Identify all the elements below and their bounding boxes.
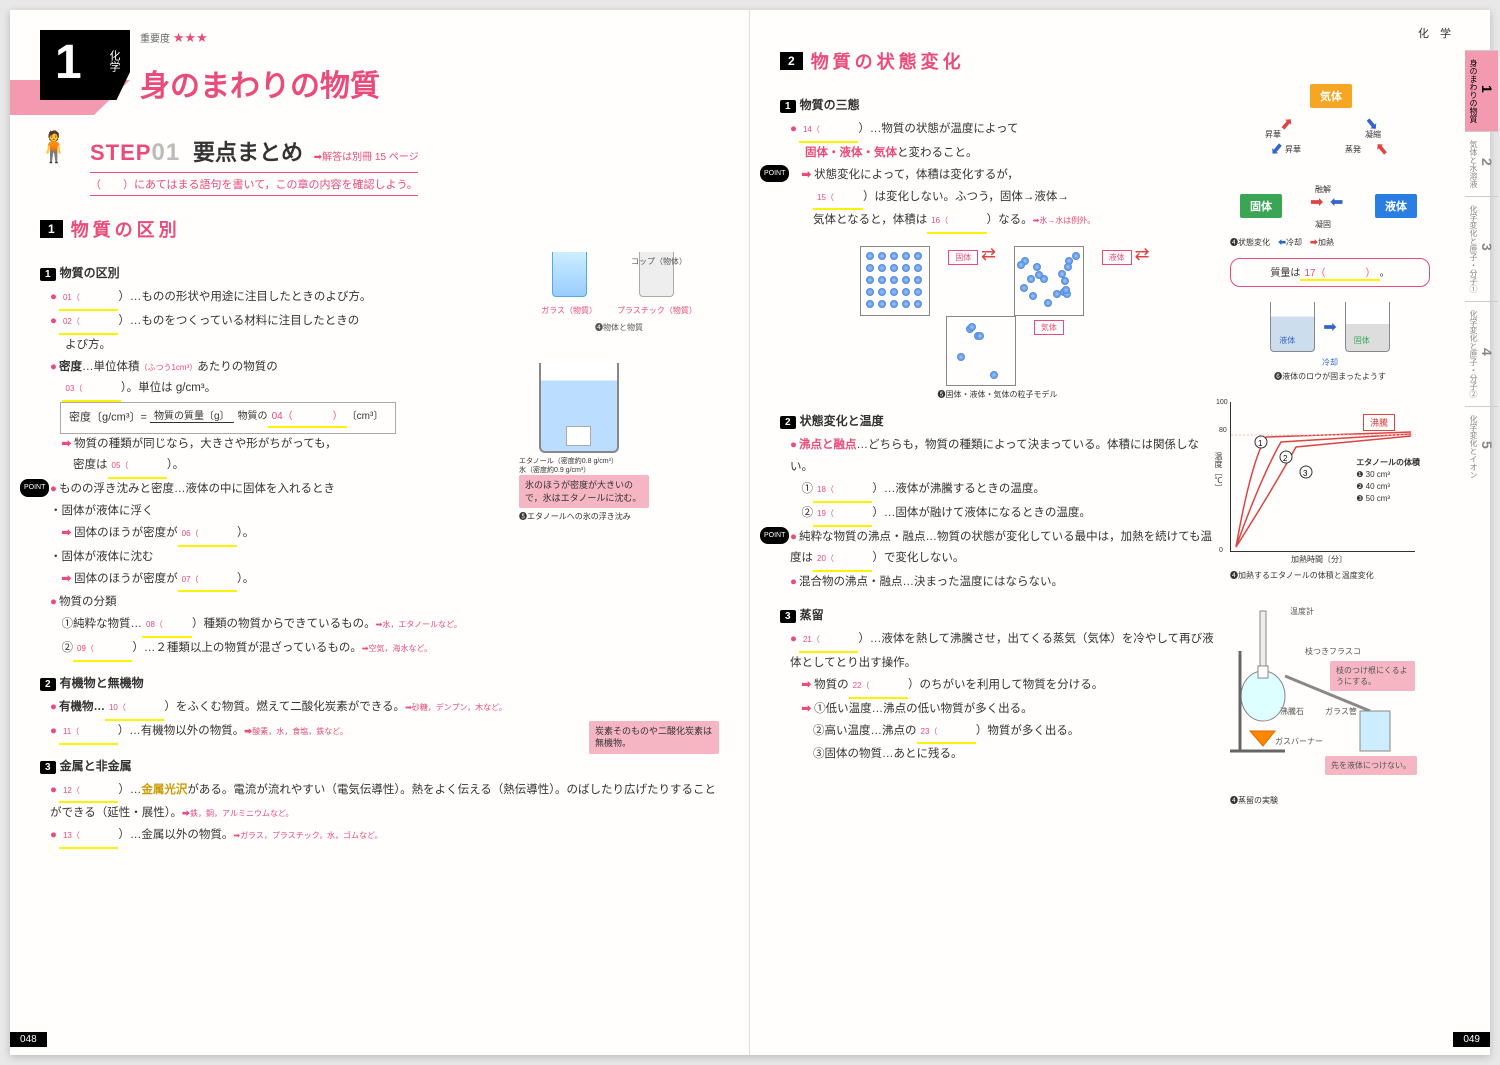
section-1-title: 物質の区別 — [71, 216, 181, 242]
line-float1: ・固体が液体に浮く — [50, 501, 504, 523]
line-density: ●密度…単位体積（ふつう1cm³）あたりの物質の — [50, 357, 504, 379]
page-right: 化 学 2 物質の状態変化 1物質の三態 ●14（ ）…物質の状態が温度によって… — [750, 10, 1490, 1055]
tab-strip: 1身のまわりの物質 2気体と水溶液 3化学変化と原子・分子① 4化学変化と原子・… — [1465, 50, 1490, 487]
distillation-figure: 温度計 枝つきフラスコ 枝のつけ根にくるようにする。 ガラス管 沸騰石 ガスバー… — [1230, 601, 1420, 801]
gas-box: 気体 — [1310, 84, 1352, 108]
density-formula: 密度〔g/cm³〕= 物質の質量〔g〕物質の04（ ）〔cm³〕 — [60, 402, 396, 433]
top-subject: 化 学 — [1418, 25, 1455, 41]
line-float2: ・固体が液体に沈む — [50, 547, 504, 569]
line-06: ➡固体のほうが密度が06（ ）。 — [50, 523, 504, 547]
beaker-figure: エタノール（密度約0.8 g/cm³） 氷（密度約0.9 g/cm³） 氷のほう… — [519, 363, 659, 522]
cup-figure: ガラス（物質） プラスチック（物質） コップ（物体） ❹物体と物質 — [519, 252, 719, 333]
page-spread: 1 化学 重要度 ★★★ 身のまわりの物質 🧍 STEP01 要点まとめ ➡解答… — [10, 10, 1490, 1055]
line-14: ●14（ ）…物質の状態が温度によって — [790, 119, 1215, 143]
solid-box: 固体 — [1240, 194, 1282, 218]
line-22: ➡物質の22（ ）のちがいを利用して物質を分ける。 — [790, 675, 1215, 699]
chapter-title: 身のまわりの物質 — [140, 61, 380, 105]
r-subsection-3: 3蒸留 — [780, 606, 1215, 623]
step-instruction: （ ）にあてはまる語句を書いて，この章の内容を確認しよう。 — [90, 172, 418, 196]
heating-chart: 1 2 3 沸騰 エタノールの体積 ❶ 30 cm³ ❷ 40 cm³ ❸ 50… — [1230, 402, 1430, 581]
tab-3[interactable]: 3化学変化と原子・分子① — [1465, 196, 1498, 301]
line-15: 15（ ）は変化しない。ふつう，固体→液体→ — [790, 187, 1215, 211]
line-dist-low: ➡①低い温度…沸点の低い物質が多く出る。 — [790, 699, 1215, 721]
line-08: ①純粋な物質…08（ ）種類の物質からできているもの。➡水，エタノールなど。 — [50, 614, 504, 638]
point-tag-2: POINT — [760, 165, 789, 182]
line-float: POINT●ものの浮き沈みと密度…液体の中に固体を入れるとき — [50, 479, 504, 501]
state-diagram: 気体 固体 液体 昇華 昇華 凝縮 蒸発 融解 凝固 ➡ ➡ ➡ ➡ ➡ ➡ — [1230, 84, 1430, 234]
ice-note: 氷のほうが密度が大きいので，氷はエタノールに沈む。 — [519, 475, 649, 508]
page-number-right: 049 — [1453, 1032, 1490, 1047]
state-caption: ❹状態変化 ⬅冷却 ➡加熱 — [1230, 237, 1430, 248]
section-2-num: 2 — [780, 52, 803, 70]
svg-text:2: 2 — [1283, 454, 1288, 463]
line-13: ●13（ ）…金属以外の物質。➡ガラス，プラスチック，水，ゴムなど。 — [50, 825, 719, 849]
importance-label: 重要度 — [140, 34, 170, 45]
line-05: 密度は05（ ）。 — [50, 455, 504, 479]
line-23: ②高い温度…沸点の23（ ）物質が多く出る。 — [790, 721, 1215, 745]
person-icon: 🧍 — [35, 130, 72, 165]
line-07: ➡固体のほうが密度が07（ ）。 — [50, 569, 504, 593]
line-16: 気体となると，体積は16（ ）なる。➡氷→水は例外。 — [790, 210, 1215, 234]
tab-4[interactable]: 4化学変化と原子・分子② — [1465, 301, 1498, 406]
subsection-1: 1物質の区別 — [40, 264, 504, 281]
particle-model: 固体 ⇄ 液体 ⇄ 気体 ❺固体・液体・気体の粒子モデル — [780, 244, 1215, 400]
tab-2[interactable]: 2気体と水溶液 — [1465, 131, 1498, 196]
tab-5[interactable]: 5化学変化とイオン — [1465, 406, 1498, 487]
line-state-point: POINT ➡状態変化によって，体積は変化するが， — [790, 165, 1215, 187]
line-02: ●02（ ）…ものをつくっている材料に注目したときの — [50, 311, 504, 335]
page-left: 1 化学 重要度 ★★★ 身のまわりの物質 🧍 STEP01 要点まとめ ➡解答… — [10, 10, 750, 1055]
section-2-title: 物質の状態変化 — [811, 48, 965, 74]
boiling-label: 沸騰 — [1363, 414, 1395, 431]
section-1-num: 1 — [40, 220, 63, 238]
importance-stars: ★★★ — [173, 30, 208, 45]
svg-text:1: 1 — [1258, 439, 1263, 448]
subject-tag: 化学 — [106, 50, 122, 72]
line-10: ●有機物…10（ ）をふくむ物質。燃えて二酸化炭素ができる。➡砂糖，デンプン，木… — [50, 697, 719, 721]
line-14c: 固体・液体・気体と変わること。 — [805, 143, 1215, 165]
line-18: ①18（ ）…液体が沸騰するときの温度。 — [790, 479, 1215, 503]
step-box: 🧍 STEP01 要点まとめ ➡解答は別冊 15 ページ （ ）にあてはまる語句… — [90, 135, 719, 196]
line-09: ②09（ ）…２種類以上の物質が混ざっているもの。➡空気，海水など。 — [50, 638, 504, 662]
line-classify: ●物質の分類 — [50, 592, 504, 614]
line-19: ②19（ ）…固体が融けて液体になるときの温度。 — [790, 503, 1215, 527]
svg-text:3: 3 — [1303, 469, 1308, 478]
liquid-box: 液体 — [1375, 194, 1417, 218]
line-12: ●12（ ）…金属光沢がある。電流が流れやすい（電気伝導性）。熱をよく伝える（熱… — [50, 780, 719, 826]
subsection-3: 3金属と非金属 — [40, 757, 719, 774]
chart-legend: エタノールの体積 ❶ 30 cm³ ❷ 40 cm³ ❸ 50 cm³ — [1356, 457, 1420, 505]
line-mix: ●混合物の沸点・融点…決まった温度にはならない。 — [790, 572, 1215, 594]
section-2-header: 2 物質の状態変化 — [780, 48, 1430, 74]
particle-liquid — [1014, 246, 1084, 316]
point-tag-3: POINT — [760, 527, 789, 544]
carbon-note: 炭素そのものや二酸化炭素は無機物。 — [589, 721, 719, 754]
mass-box: 質量は17（ ）。 — [1230, 258, 1430, 287]
line-bpmp: ●沸点と融点…どちらも，物質の種類によって決まっている。体積には関係しない。 — [790, 435, 1215, 479]
line-03: 03（ ）。単位は g/cm³。 密度〔g/cm³〕= 物質の質量〔g〕物質の0… — [50, 378, 504, 433]
tab-1[interactable]: 1身のまわりの物質 — [1465, 50, 1498, 131]
line-dist-solid: ③固体の物質…あとに残る。 — [790, 744, 1215, 766]
line-02c: よび方。 — [65, 335, 504, 357]
r-subsection-1: 1物質の三態 — [780, 96, 1215, 113]
line-21: ●21（ ）…液体を熱して沸騰させ，出てくる蒸気（気体）を冷やして再び液体として… — [790, 629, 1215, 675]
step-title: 要点まとめ — [193, 140, 303, 165]
section-1-header: 1 物質の区別 — [40, 216, 719, 242]
chapter-number-box: 1 化学 — [40, 30, 130, 100]
wax-figure: 液体 ➡ 固体 冷却 ❻液体のロウが固まったようす — [1230, 302, 1430, 382]
line-pure-point: POINT●純粋な物質の沸点・融点…物質の状態が変化している最中は，加熱を続けて… — [790, 527, 1215, 573]
particle-solid — [860, 246, 930, 316]
page-number-left: 048 — [10, 1032, 47, 1047]
r-subsection-2: 2状態変化と温度 — [780, 412, 1215, 429]
step-label: STEP01 — [90, 140, 180, 165]
chapter-header: 1 化学 重要度 ★★★ 身のまわりの物質 — [40, 30, 719, 105]
particle-gas — [946, 316, 1016, 386]
chapter-number: 1 — [55, 35, 82, 90]
line-01: ●01（ ）…ものの形状や用途に注目したときのよび方。 — [50, 287, 504, 311]
subsection-2: 2有機物と無機物 — [40, 674, 719, 691]
line-density-same: ➡物質の種類が同じなら，大きさや形がちがっても， — [50, 434, 504, 456]
line-11: ●11（ ）…有機物以外の物質。➡酸素，水，食塩，鉄など。 炭素そのものや二酸化… — [50, 721, 719, 745]
point-tag: POINT — [20, 479, 49, 496]
step-reference: ➡解答は別冊 15 ページ — [314, 152, 419, 163]
